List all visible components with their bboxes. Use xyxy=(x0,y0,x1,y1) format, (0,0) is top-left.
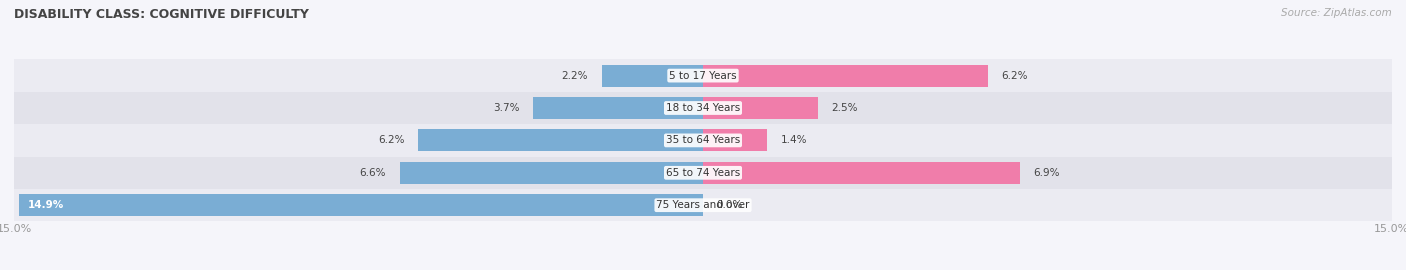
Text: 0.0%: 0.0% xyxy=(717,200,742,210)
Text: Source: ZipAtlas.com: Source: ZipAtlas.com xyxy=(1281,8,1392,18)
Bar xyxy=(399,162,703,184)
Bar xyxy=(14,92,1392,124)
Bar xyxy=(14,157,1392,189)
Text: DISABILITY CLASS: COGNITIVE DIFFICULTY: DISABILITY CLASS: COGNITIVE DIFFICULTY xyxy=(14,8,309,21)
Bar xyxy=(703,129,768,151)
Bar xyxy=(533,97,703,119)
Text: 35 to 64 Years: 35 to 64 Years xyxy=(666,135,740,146)
Bar xyxy=(18,194,703,216)
Bar xyxy=(703,65,988,87)
Text: 2.5%: 2.5% xyxy=(831,103,858,113)
Text: 2.2%: 2.2% xyxy=(561,70,588,81)
Bar xyxy=(14,189,1392,221)
Text: 6.2%: 6.2% xyxy=(378,135,405,146)
Text: 6.2%: 6.2% xyxy=(1001,70,1028,81)
Bar xyxy=(703,97,818,119)
Text: 18 to 34 Years: 18 to 34 Years xyxy=(666,103,740,113)
Bar xyxy=(14,124,1392,157)
Bar xyxy=(418,129,703,151)
Text: 6.9%: 6.9% xyxy=(1033,168,1060,178)
Text: 3.7%: 3.7% xyxy=(492,103,519,113)
Bar xyxy=(602,65,703,87)
Text: 65 to 74 Years: 65 to 74 Years xyxy=(666,168,740,178)
Bar xyxy=(14,59,1392,92)
Text: 14.9%: 14.9% xyxy=(28,200,65,210)
Text: 5 to 17 Years: 5 to 17 Years xyxy=(669,70,737,81)
Text: 1.4%: 1.4% xyxy=(782,135,807,146)
Text: 6.6%: 6.6% xyxy=(360,168,387,178)
Bar xyxy=(703,162,1019,184)
Text: 75 Years and over: 75 Years and over xyxy=(657,200,749,210)
